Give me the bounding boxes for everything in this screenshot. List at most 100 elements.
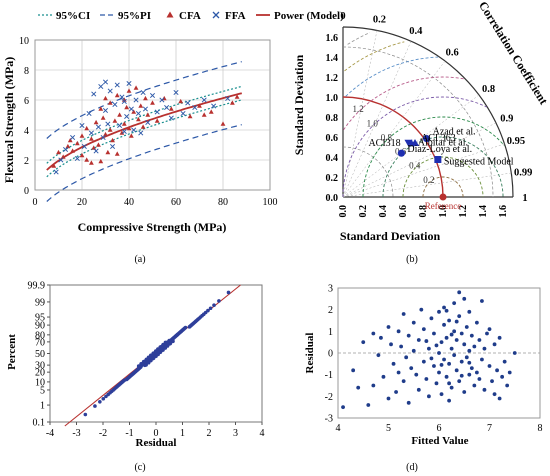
taylor-rmsd-label: 0.4 [409,161,421,171]
residual-point [427,394,431,399]
ffa-point [121,98,127,105]
residual-point [512,351,517,355]
residual-point [447,318,451,323]
taylor-model-label: Albitar et al. [418,138,468,149]
taylor-rmsd-arc [422,176,464,197]
taylor-corr-ray [342,60,446,198]
y-tick-label-a: 8 [24,66,29,77]
x-tick-label-d: 8 [538,423,543,434]
taylor-rmsd-arc [344,41,405,72]
panel-d: -3 -2 -1 0 1 2 3 4 5 6 7 8 Fitted Value Residual (d… [304,284,543,474]
ffa-point [91,91,97,97]
y-tick-label-c: 1 [40,401,45,412]
ffa-point [105,121,111,127]
taylor-model-label: Azad et al. [433,127,476,138]
x-axis-label-a: Compressive Strength (MPa) [78,220,227,234]
residual-point [474,370,479,375]
ffa-point [192,104,198,111]
taylor-corr-tick: 0.2 [373,15,386,26]
ffa-point [159,97,165,103]
residual-point [482,387,487,392]
residual-point [442,305,446,310]
taylor-x-tick: 1.0 [438,205,449,218]
residual-point [386,325,391,329]
ffa-point [225,95,231,102]
y-tick-label-c: 99 [35,297,45,308]
residual-point [411,320,416,325]
x-tick-label-c: 3 [233,428,238,439]
cfa-point [131,109,137,114]
residual-point [421,359,426,364]
ffa-point [93,148,99,154]
taylor-model-marker [434,156,442,164]
taylor-y-tick: 0.8 [326,113,339,124]
residual-point [419,307,424,312]
ffa-point [88,130,94,136]
cfa-point [105,149,111,155]
y-tick-label-c: 99.9 [28,281,46,292]
ffa-point [124,113,130,120]
ffa-point [53,169,59,175]
taylor-model-label: ACI318 [368,138,400,149]
residual-point [376,353,381,358]
residual-point [459,331,464,336]
x-tick-label-a: 0 [33,197,38,208]
cfa-point [112,118,118,123]
cfa-point [197,103,202,108]
y-tick-label-c: 70 [35,337,45,348]
cfa-point [187,113,193,119]
x-tick-label-c: -3 [72,428,80,439]
residual-point [381,374,386,379]
cfa-point [100,115,106,120]
residual-point [452,301,457,306]
prob-point [206,308,210,313]
residual-point [469,366,474,371]
y-axis-label-c: Percent [6,334,18,370]
residual-point [439,363,444,367]
cfa-point [117,112,122,117]
y-axis-label-b: Standard Deviation [292,55,306,156]
residual-point [467,372,472,377]
cfa-point [107,100,113,105]
cfa-point [234,94,240,99]
taylor-rmsd-label: 1.0 [367,118,379,128]
cfa-point [96,142,101,147]
residual-point [447,398,451,403]
taylor-rmsd-arc [347,32,370,45]
cfa-point [143,95,148,101]
ffa-point [79,122,85,129]
residual-point [404,355,409,360]
taylor-y-tick: 1.2 [326,73,339,84]
ffa-point [121,128,127,135]
taylor-corr-tick: 0.95 [507,136,525,147]
x-tick-label-c: 4 [260,428,265,439]
y-tick-label-d: 0 [328,349,333,360]
residual-point [457,314,462,319]
residual-point [459,373,464,378]
taylor-corr-ray [342,143,505,198]
y-axis-label-d: Residual [304,333,316,374]
y-tick-label-c: 20 [35,368,45,379]
y-tick-label-c: 30 [35,361,45,372]
cfa-point [114,92,120,98]
ffa-point [102,79,109,85]
ffa-point [70,134,76,141]
taylor-model-label: ACI 363 [421,133,456,144]
ffa-point [142,106,149,112]
ci-upper-line [46,85,242,164]
residual-point [462,390,467,394]
residual-point [447,381,451,386]
taylor-y-tick: 0.2 [326,173,339,184]
legend-cfa-swatch [166,11,174,18]
x-tick-label-c: 0 [154,428,159,439]
taylor-rmsd-arc [342,96,487,198]
residual-point [437,370,441,375]
taylor-y-tick: 0.6 [326,133,339,144]
residual-point [505,383,510,388]
taylor-reference-point [439,193,447,201]
ffa-point [145,119,151,126]
taylor-y-tick: 1.0 [326,93,339,104]
